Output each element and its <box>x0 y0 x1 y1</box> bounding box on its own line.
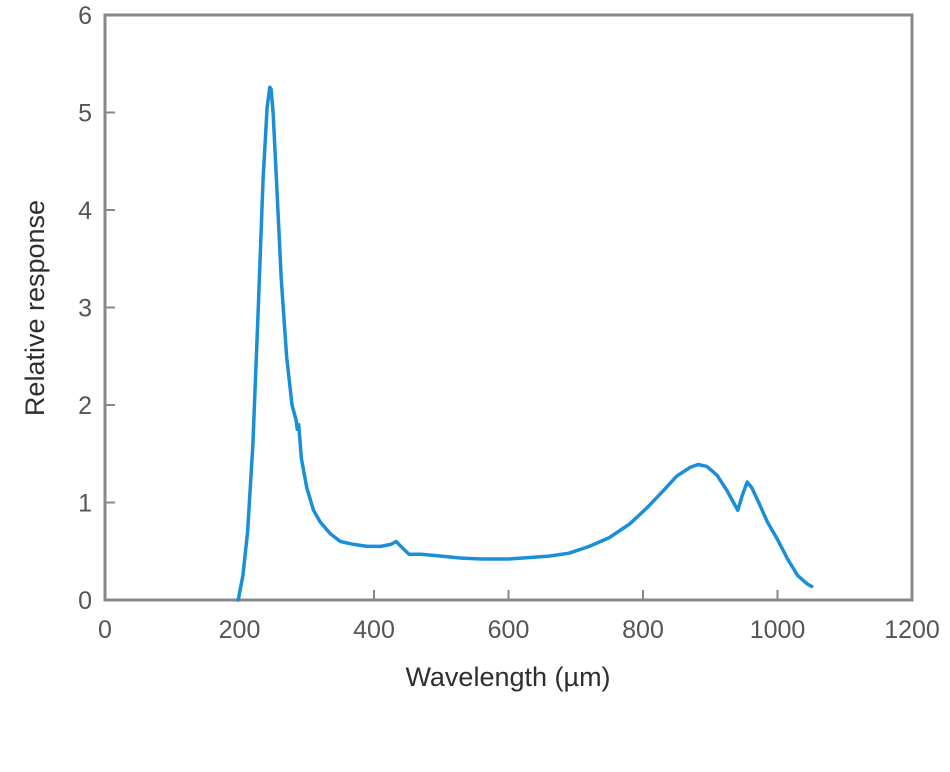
x-tick-label: 200 <box>219 616 261 644</box>
y-tick-label: 2 <box>78 392 92 420</box>
plot-border <box>103 13 914 602</box>
response-curve <box>236 85 814 602</box>
x-tick-label: 600 <box>488 616 530 644</box>
y-tick-label: 6 <box>78 2 92 30</box>
x-tick-label: 400 <box>353 616 395 644</box>
plot-frame <box>103 13 914 602</box>
x-axis-ticks: 0 200 400 600 800 1000 1200 <box>98 590 940 644</box>
x-tick-label: 0 <box>98 616 112 644</box>
y-axis-ticks: 0 1 2 3 4 5 6 <box>78 2 115 615</box>
y-tick-label: 5 <box>78 100 92 128</box>
x-axis-title: Wavelength (µm) <box>405 662 610 692</box>
y-tick-label: 0 <box>78 587 92 615</box>
y-axis-title: Relative response <box>20 200 50 416</box>
y-tick-label: 3 <box>78 295 92 323</box>
x-tick-label: 1000 <box>750 616 806 644</box>
y-tick-label: 4 <box>78 197 92 225</box>
x-tick-label: 800 <box>622 616 664 644</box>
data-series <box>236 85 814 602</box>
x-tick-label: 1200 <box>884 616 940 644</box>
y-tick-label: 1 <box>78 490 92 518</box>
